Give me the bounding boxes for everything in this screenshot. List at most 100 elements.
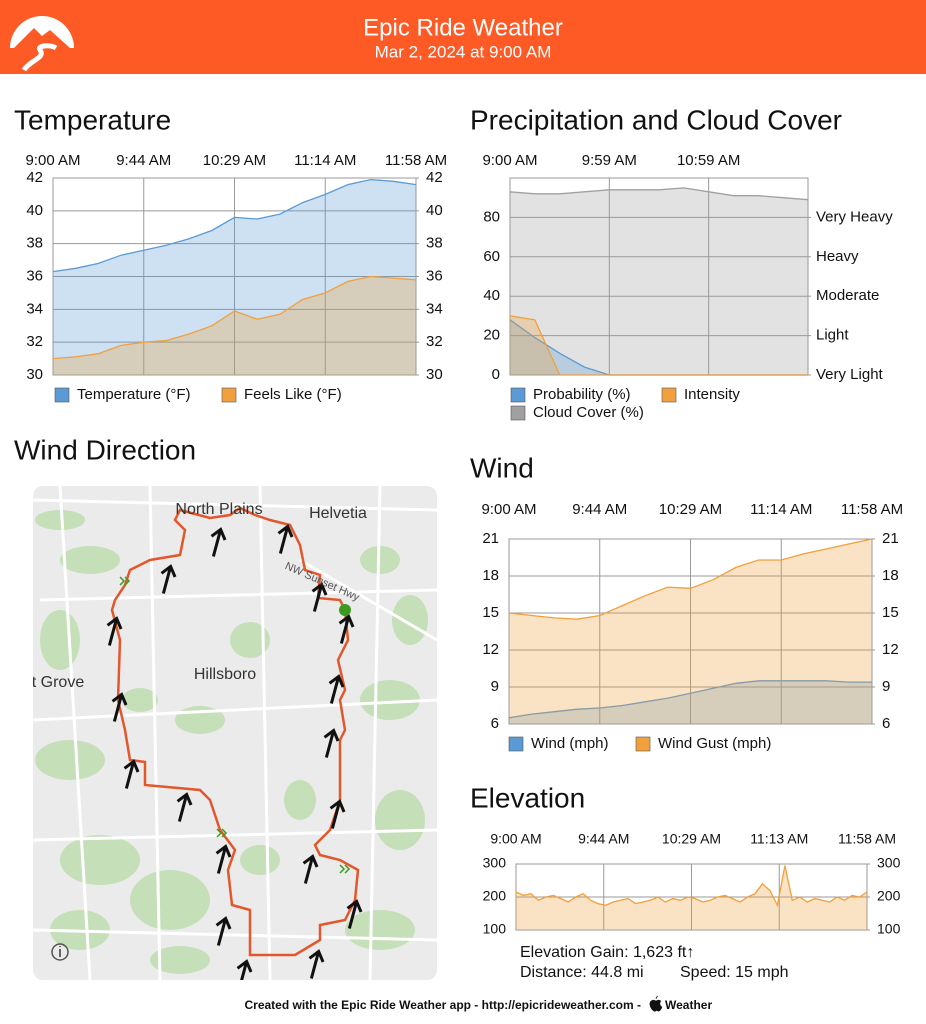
y2-tick-label: 21 — [882, 530, 899, 547]
y2-tick-label: 300 — [877, 855, 901, 871]
x-tick-label: 11:58 AM — [841, 501, 903, 518]
y-tick-label: 6 — [491, 715, 499, 732]
x-tick-label: 9:59 AM — [582, 152, 637, 169]
logo — [10, 16, 74, 72]
x-tick-label: 9:44 AM — [578, 831, 629, 847]
y-tick-label: 42 — [26, 169, 43, 186]
y2-tick-label: 32 — [426, 333, 443, 350]
legend-label: Cloud Cover (%) — [533, 404, 644, 421]
y-tick-label: 36 — [26, 267, 43, 284]
park — [130, 870, 210, 930]
road — [148, 486, 162, 980]
y2-tick-label: 12 — [882, 641, 899, 658]
y2-tick-label: 38 — [426, 235, 443, 252]
wind-arrow — [302, 854, 319, 884]
wind-arrow — [329, 799, 346, 829]
wind-arrow — [338, 614, 355, 644]
legend-label: Wind (mph) — [531, 735, 609, 752]
chevron — [119, 576, 131, 586]
legend-swatch — [510, 387, 526, 403]
chart-title: Precipitation and Cloud Cover — [470, 104, 842, 135]
park — [345, 910, 415, 950]
x-tick-label: 9:00 AM — [482, 152, 537, 169]
map-label: Hillsboro — [194, 666, 256, 683]
y-tick-label: 20 — [483, 327, 500, 344]
x-tick-label: 10:59 AM — [677, 152, 740, 169]
wind-arrow — [111, 692, 128, 722]
park — [150, 946, 210, 974]
legend-swatch — [661, 387, 677, 403]
area — [53, 179, 416, 375]
y-tick-label: 200 — [483, 888, 507, 904]
road — [58, 486, 92, 980]
y-tick-label: 38 — [26, 235, 43, 252]
area — [509, 680, 872, 724]
chart-title: Wind — [470, 452, 534, 483]
wind-arrow — [311, 582, 328, 612]
y2-tick-label: 18 — [882, 567, 899, 584]
annotation: Elevation Gain: 1,623 ft↑ — [520, 944, 694, 961]
info-icon — [51, 943, 69, 961]
line — [52, 178, 417, 273]
area — [510, 319, 808, 375]
line — [52, 275, 417, 360]
map-label: t Grove — [32, 674, 85, 691]
park — [375, 790, 425, 850]
line — [509, 315, 808, 376]
y-tick-label: 40 — [26, 202, 43, 219]
legend-swatch — [54, 387, 70, 403]
annotation: Distance: 44.8 mi — [520, 964, 644, 981]
y-tick-label: 21 — [482, 530, 499, 547]
park — [35, 740, 105, 780]
x-tick-label: 9:00 AM — [490, 831, 541, 847]
legend-label: Wind Gust (mph) — [658, 735, 771, 752]
x-tick-label: 11:58 AM — [385, 152, 447, 169]
line — [508, 680, 872, 719]
annotation: Speed: 15 mph — [680, 964, 789, 981]
map-label: North Plains — [175, 501, 262, 518]
y2-tick-label: Heavy — [816, 248, 859, 265]
y2-tick-label: 9 — [882, 678, 890, 695]
y-tick-label: 40 — [483, 287, 500, 304]
x-tick-label: 9:00 AM — [481, 501, 536, 518]
x-tick-label: 11:58 AM — [838, 831, 896, 847]
y-tick-label: 30 — [26, 366, 43, 383]
y2-tick-label: Moderate — [816, 287, 879, 304]
legend-label: Intensity — [684, 386, 740, 403]
header-title: Epic Ride Weather — [363, 14, 563, 41]
route — [110, 506, 360, 957]
footer-text: Created with the Epic Ride Weather app -… — [244, 998, 641, 1012]
y2-tick-label: Light — [816, 327, 849, 344]
y-tick-label: 32 — [26, 333, 43, 350]
line — [515, 865, 868, 908]
wind-arrow — [308, 949, 325, 979]
legend-label: Temperature (°F) — [77, 386, 191, 403]
y-tick-label: 80 — [483, 208, 500, 225]
y2-tick-label: Very Light — [816, 366, 884, 383]
wind-arrow — [328, 674, 345, 704]
chart-title: Temperature — [14, 104, 171, 135]
legend-label: Feels Like (°F) — [244, 386, 342, 403]
area — [53, 276, 416, 375]
park — [122, 688, 158, 712]
start-point — [339, 604, 351, 616]
park — [60, 546, 120, 574]
x-tick-label: 10:29 AM — [659, 501, 722, 518]
y-tick-label: 15 — [482, 604, 499, 621]
y-tick-label: 60 — [483, 248, 500, 265]
x-tick-label: 11:14 AM — [750, 501, 812, 518]
park — [230, 622, 270, 658]
y-tick-label: 100 — [483, 921, 507, 937]
y-tick-label: 34 — [26, 300, 43, 317]
chart-title: Elevation — [470, 782, 585, 813]
y-tick-label: 0 — [492, 366, 500, 383]
road — [33, 498, 437, 512]
x-tick-label: 11:13 AM — [750, 831, 808, 847]
wind-arrow — [215, 916, 232, 946]
y-tick-label: 12 — [482, 641, 499, 658]
y2-tick-label: 30 — [426, 366, 443, 383]
legend-label: Probability (%) — [533, 386, 631, 403]
y-tick-label: 18 — [482, 567, 499, 584]
map-label: Helvetia — [309, 505, 367, 522]
